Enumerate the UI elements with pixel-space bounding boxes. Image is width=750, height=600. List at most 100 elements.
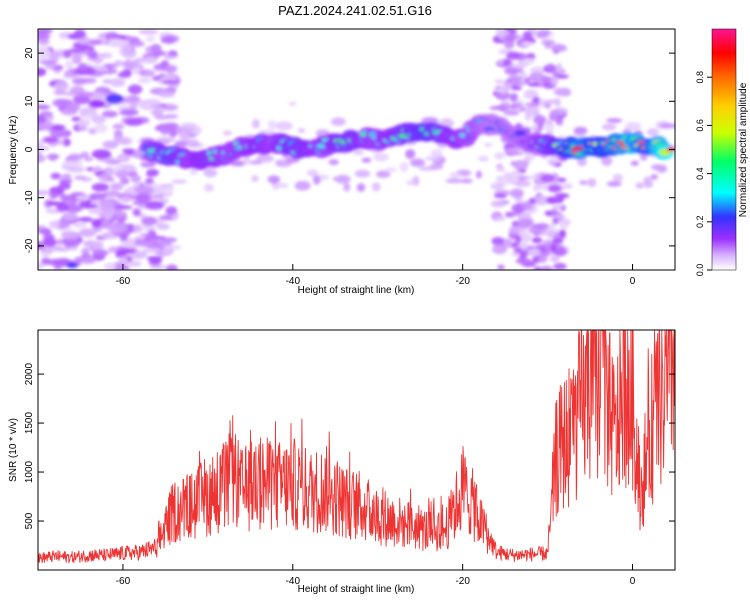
heatmap-cell	[492, 244, 508, 255]
heatmap-cell	[615, 140, 624, 144]
heatmap-cell	[78, 91, 95, 97]
heatmap-cell	[551, 75, 559, 86]
heatmap-cell	[116, 153, 131, 163]
heatmap-cell	[161, 79, 180, 85]
heatmap-cell	[251, 175, 259, 182]
heatmap-cell	[508, 225, 521, 235]
heatmap-cell	[528, 72, 545, 82]
heatmap-cell	[523, 58, 535, 65]
heatmap-cell	[146, 256, 164, 261]
colorbar-tick-label: 0.0	[695, 264, 705, 277]
heatmap-cell	[150, 235, 167, 241]
heatmap-cell	[406, 180, 415, 186]
heatmap-cell	[144, 100, 162, 107]
heatmap-cell	[163, 244, 182, 251]
y-tick-label: 1500	[24, 412, 35, 435]
heatmap-cell	[475, 170, 482, 179]
heatmap-cell	[150, 43, 162, 53]
heatmap-cell	[557, 177, 567, 183]
heatmap-cell	[430, 149, 443, 157]
heatmap-cell	[274, 121, 293, 131]
heatmap-cell	[73, 29, 86, 39]
heatmap-cell	[243, 157, 250, 165]
heatmap-cell	[98, 217, 107, 222]
heatmap-cell	[128, 40, 145, 47]
heatmap-cell	[612, 173, 624, 182]
heatmap-cell	[67, 153, 83, 161]
heatmap-cell	[169, 129, 178, 138]
heatmap-cell	[571, 146, 584, 151]
heatmap-cell	[495, 91, 511, 101]
heatmap-cell	[89, 99, 106, 108]
heatmap-cell	[515, 257, 532, 265]
heatmap-cell	[96, 52, 113, 59]
heatmap-cell	[297, 128, 306, 133]
heatmap-cell	[267, 175, 281, 184]
heatmap-cell	[157, 90, 176, 98]
heatmap-cell	[445, 178, 464, 184]
heatmap-cell	[99, 201, 114, 212]
heatmap-cell	[38, 104, 51, 110]
spectrogram-x-ticks: -60 -40 -20 0	[116, 264, 636, 287]
spectrogram-heatmap	[38, 29, 675, 270]
heatmap-cell	[375, 170, 391, 178]
heatmap-cell	[79, 228, 96, 238]
heatmap-cell	[520, 41, 534, 46]
heatmap-cell	[550, 43, 567, 52]
heatmap-cell	[104, 210, 114, 220]
heatmap-cell	[424, 156, 442, 161]
heatmap-cell	[107, 223, 128, 234]
heatmap-cell	[513, 247, 523, 254]
heatmap-cell	[507, 75, 523, 83]
heatmap-cell	[83, 156, 94, 162]
heatmap-cell	[165, 264, 178, 270]
heatmap-cell	[80, 151, 90, 158]
heatmap-cell	[133, 224, 143, 233]
heatmap-cell	[527, 227, 542, 233]
heatmap-cell	[39, 60, 57, 65]
heatmap-cell	[101, 110, 118, 118]
heatmap-cell	[38, 47, 49, 52]
heatmap-cell	[490, 200, 506, 208]
heatmap-cell	[203, 168, 218, 178]
heatmap-cell	[49, 128, 67, 139]
heatmap-cell	[511, 81, 527, 86]
heatmap-cell	[548, 255, 561, 262]
heatmap-cell	[534, 195, 550, 206]
heatmap-cell	[514, 197, 523, 203]
heatmap-cell	[65, 102, 81, 112]
heatmap-cell	[103, 262, 117, 270]
heatmap-cell	[90, 240, 104, 251]
heatmap-cell	[115, 249, 127, 259]
heatmap-cell	[53, 247, 71, 252]
heatmap-cell	[538, 254, 548, 263]
heatmap-cell	[109, 182, 124, 191]
heatmap-cell	[63, 70, 74, 76]
heatmap-cell	[134, 235, 146, 240]
heatmap-cell	[255, 154, 274, 163]
heatmap-cell	[354, 169, 371, 178]
heatmap-cell	[650, 164, 667, 171]
heatmap-cell	[562, 183, 573, 189]
heatmap-cell	[510, 174, 519, 184]
heatmap-cell	[145, 178, 154, 184]
heatmap-cell	[553, 262, 567, 270]
heatmap-cell	[38, 33, 51, 40]
heatmap-cell	[504, 211, 516, 218]
heatmap-cell	[38, 67, 47, 77]
colorbar-tick-label: 0.8	[695, 71, 705, 84]
colorbar-tick-label: 0.6	[695, 119, 705, 132]
heatmap-cell	[102, 190, 121, 198]
heatmap-cell	[514, 63, 525, 70]
heatmap-cell	[113, 137, 131, 145]
heatmap-cell	[536, 33, 549, 39]
heatmap-cell	[141, 247, 162, 254]
heatmap-cell	[229, 160, 246, 167]
heatmap-cell	[76, 195, 91, 201]
heatmap-cell	[161, 249, 172, 255]
heatmap-cell	[59, 194, 70, 201]
heatmap-cell	[178, 130, 191, 141]
heatmap-cell	[156, 223, 171, 230]
heatmap-cell	[159, 215, 174, 221]
heatmap-cell	[483, 142, 493, 148]
